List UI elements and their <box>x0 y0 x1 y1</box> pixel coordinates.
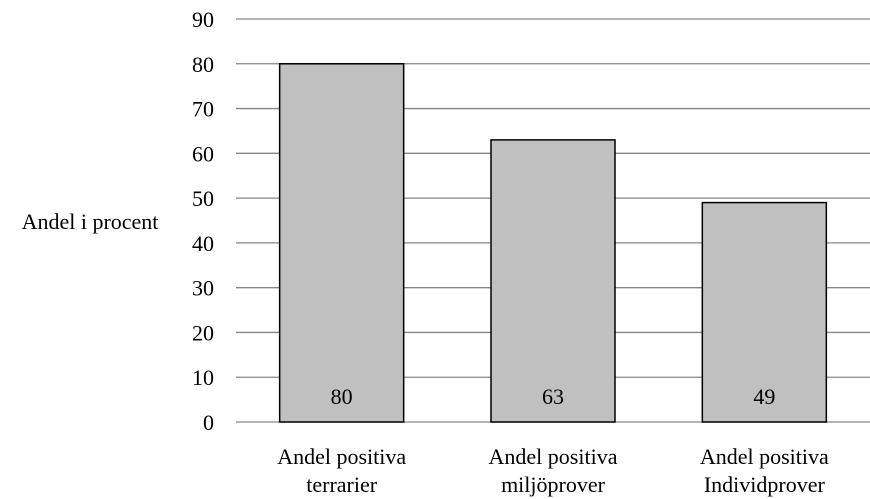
category-label: Andel positiva miljöprover <box>489 444 618 497</box>
category-label-line: Andel positiva <box>277 444 406 469</box>
data-labels: 80 63 49 <box>331 384 776 409</box>
y-tick-label: 20 <box>192 320 214 345</box>
y-tick-label: 80 <box>192 52 214 77</box>
y-tick-label: 90 <box>192 7 214 32</box>
y-tick-label: 60 <box>192 141 214 166</box>
y-tick-label: 50 <box>192 186 214 211</box>
category-label-line: Individprover <box>704 472 826 497</box>
category-label-line: terrarier <box>306 472 377 497</box>
bar <box>490 139 616 423</box>
category-label: Andel positiva Individprover <box>700 444 829 497</box>
y-tick-label: 30 <box>192 276 214 301</box>
y-tick-label: 70 <box>192 97 214 122</box>
y-axis-label: Andel i procent <box>22 209 159 234</box>
category-label-line: Andel positiva <box>489 444 618 469</box>
category-label-line: Andel positiva <box>700 444 829 469</box>
x-category-labels: Andel positiva terrarier Andel positiva mil… <box>277 444 829 497</box>
bars <box>278 63 828 423</box>
y-tick-label: 10 <box>192 365 214 390</box>
bar <box>701 201 828 423</box>
y-tick-label: 0 <box>203 410 214 435</box>
y-tick-labels: 0 10 20 30 40 50 60 70 80 90 <box>192 7 214 435</box>
y-tick-label: 40 <box>192 231 214 256</box>
bar <box>278 63 405 423</box>
data-label: 49 <box>753 384 775 409</box>
category-label-line: miljöprover <box>501 472 606 497</box>
data-label: 80 <box>331 384 353 409</box>
category-label: Andel positiva terrarier <box>277 444 406 497</box>
data-label: 63 <box>542 384 564 409</box>
